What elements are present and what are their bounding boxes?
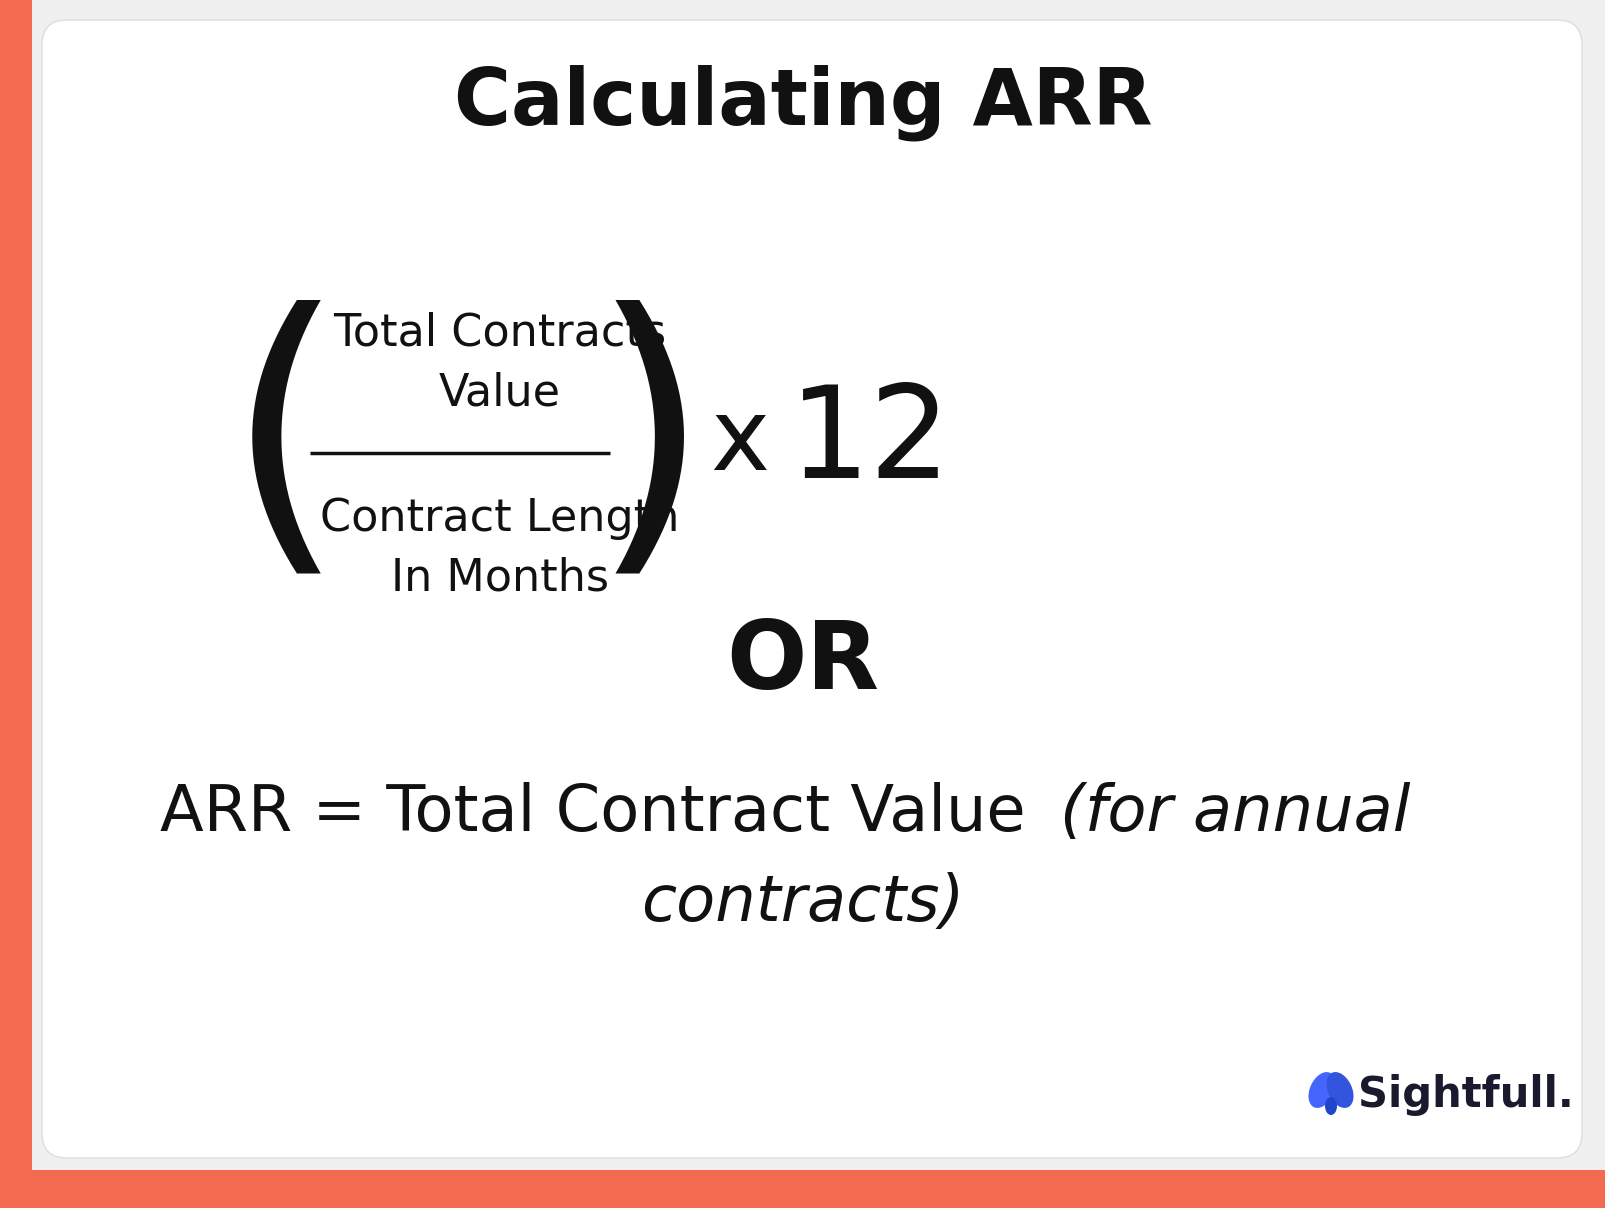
Bar (0, 0, 32, 1208)
FancyBboxPatch shape (42, 21, 1581, 1158)
Ellipse shape (1326, 1071, 1353, 1108)
Text: ARR = Total Contract Value: ARR = Total Contract Value (160, 782, 1045, 844)
Text: Sightfull.: Sightfull. (1358, 1074, 1573, 1116)
Text: Contract Length
In Months: Contract Length In Months (319, 496, 679, 599)
Text: contracts): contracts) (640, 872, 965, 934)
Text: (: ( (225, 300, 345, 597)
Bar (0, 1171, 1605, 1208)
Text: (for annual: (for annual (1059, 782, 1409, 844)
Text: Total Contracts
Value: Total Contracts Value (334, 312, 666, 414)
Text: x: x (709, 395, 769, 492)
Text: ): ) (591, 300, 709, 597)
Text: 12: 12 (788, 381, 950, 505)
Ellipse shape (1308, 1071, 1335, 1108)
Ellipse shape (1324, 1097, 1337, 1115)
Text: Calculating ARR: Calculating ARR (454, 65, 1151, 141)
Text: OR: OR (725, 617, 880, 709)
